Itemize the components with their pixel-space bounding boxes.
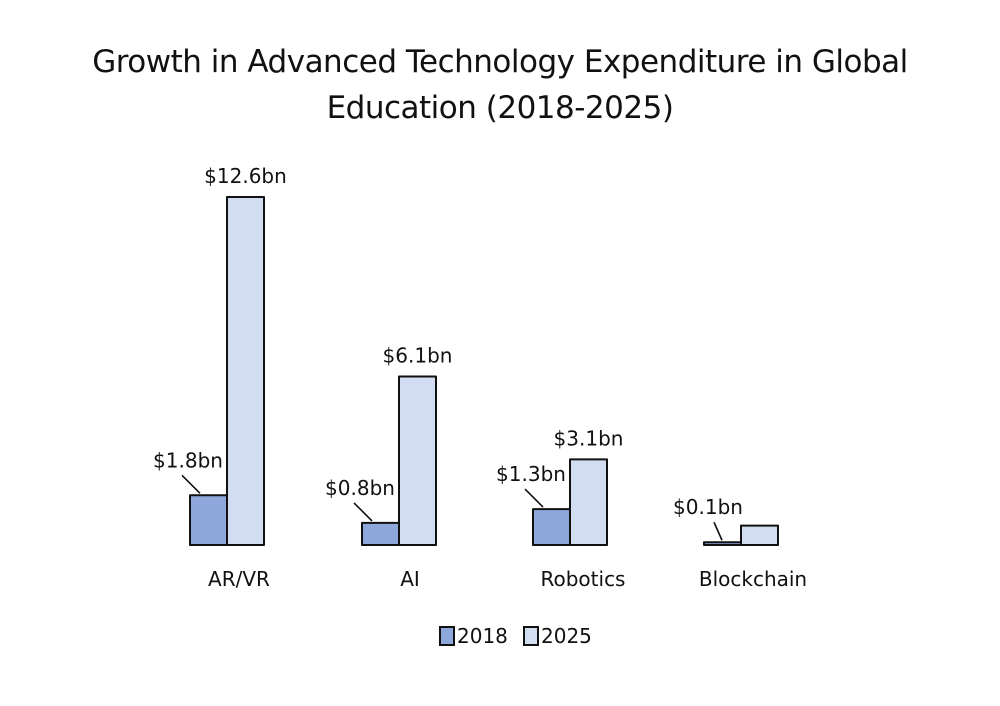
data-label-blockchain-2018: $0.1bn	[673, 495, 743, 519]
data-label-ai-2025: $6.1bn	[383, 344, 453, 368]
leader-line-ai-2018	[353, 502, 373, 522]
chart-title-line-1: Growth in Advanced Technology Expenditur…	[92, 44, 908, 80]
category-label-ai: AI	[400, 567, 420, 591]
bar-robotics-2018	[532, 508, 571, 547]
leader-line-blockchain-2018	[713, 521, 723, 541]
chart-title-line-2: Education (2018-2025)	[326, 90, 674, 126]
legend-label-2018: 2018	[457, 624, 508, 648]
bar-blockchain-2025	[740, 524, 779, 547]
leader-line-ar-vr-2018	[181, 474, 201, 494]
bar-ar-vr-2025	[226, 196, 265, 546]
category-label-blockchain: Blockchain	[699, 567, 807, 591]
legend-label-2025: 2025	[541, 624, 592, 648]
data-label-ai-2018: $0.8bn	[325, 476, 395, 500]
data-label-ar-vr-2018: $1.8bn	[153, 448, 223, 472]
bar-blockchain-2018	[703, 541, 742, 547]
bar-ai-2018	[361, 521, 400, 547]
leader-line-robotics-2018	[524, 488, 544, 508]
bar-ai-2025	[398, 375, 437, 546]
bar-robotics-2025	[569, 458, 608, 546]
data-label-robotics-2018: $1.3bn	[496, 462, 566, 486]
category-label-robotics: Robotics	[541, 567, 626, 591]
data-label-robotics-2025: $3.1bn	[554, 426, 624, 450]
bar-ar-vr-2018	[189, 494, 228, 546]
data-label-ar-vr-2025: $12.6bn	[204, 164, 287, 188]
legend-swatch-2025	[523, 626, 539, 646]
legend-swatch-2018	[439, 626, 455, 646]
category-label-ar-vr: AR/VR	[208, 567, 270, 591]
